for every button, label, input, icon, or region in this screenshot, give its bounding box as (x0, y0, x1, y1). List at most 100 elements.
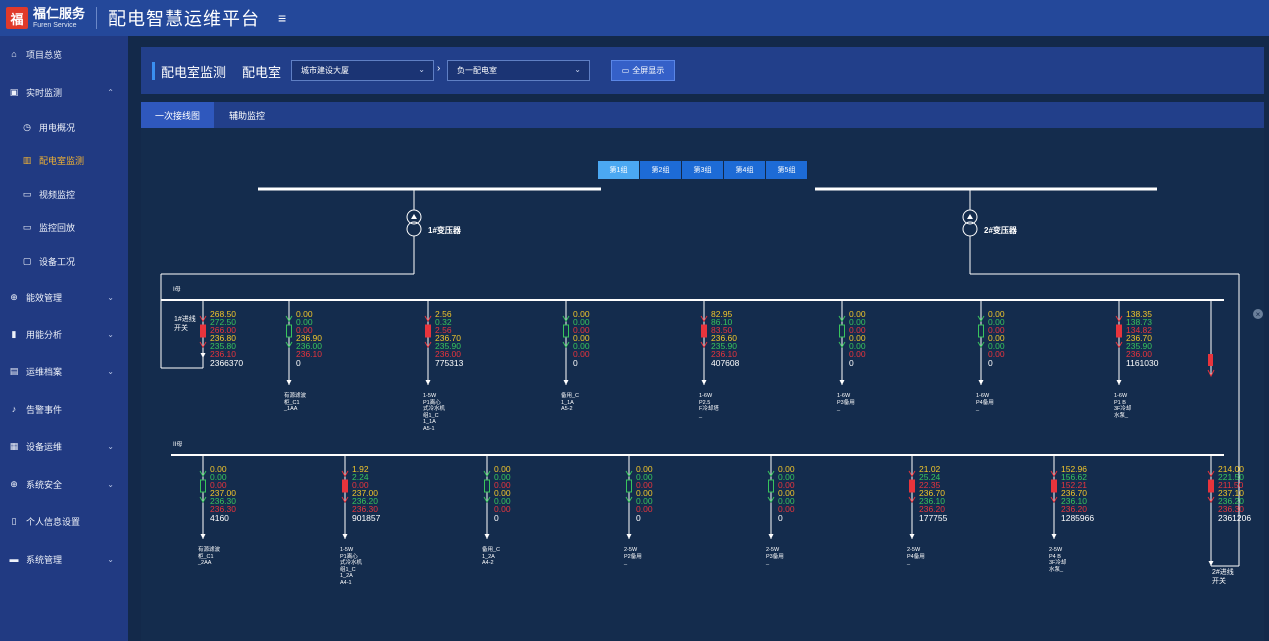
feeders_top-7-end-arrow (1116, 380, 1122, 385)
transformer-1-symbol (411, 214, 417, 219)
sidebar-item-7[interactable]: ⊕ 能效管理 ⌄ (0, 282, 128, 312)
reading-value: 211.50 (1218, 480, 1244, 490)
feeders_bottom-4-breaker (768, 479, 774, 493)
reading-value: 236.30 (352, 504, 378, 514)
building-icon: ▥ (22, 154, 32, 165)
sidebar-item-13[interactable]: ▯ 个人信息设置 (0, 506, 128, 536)
reading-value: 0.00 (636, 480, 653, 490)
reading-value: 0.00 (636, 464, 653, 474)
reading-value: 0.00 (573, 341, 590, 351)
feeders_top-1-name: 有源滤波 柜_C1 _1AA (284, 393, 307, 412)
reading-value: 236.00 (1126, 349, 1152, 359)
reading-value: 0.00 (849, 309, 866, 319)
reading-value: 0.00 (636, 472, 653, 482)
transformer-2-coil-top (962, 209, 978, 225)
reading-value: 0.00 (849, 325, 866, 335)
reading-value: 0.00 (636, 496, 653, 506)
divider (96, 7, 98, 29)
sidebar-item-label: 运维档案 (26, 366, 63, 377)
feeders_bottom-6-breaker (1051, 479, 1057, 493)
sidebar-item-label: 系统管理 (26, 554, 63, 565)
feeders_top-2-name: 1-5W P1离心 式冷水机 组1_C 1_1A A5-1 (423, 393, 446, 432)
sidebar-item-1[interactable]: ▣ 实时监测 ⌃ (0, 77, 128, 107)
sidebar-item-5[interactable]: ▭ 监控回放 (0, 212, 128, 242)
reading-value: 0.00 (849, 333, 866, 343)
feeders_bottom-2-arrow-top (483, 470, 491, 477)
app-title: 配电智慧运维平台 (108, 9, 261, 29)
close-icon[interactable]: × (1253, 309, 1263, 319)
feeders_bottom-3-arrow-top (625, 470, 633, 477)
single-line-diagram: 第1组 第2组 第3组 第4组 第5组 1#变压器 2#变压器 I母 II母 268.50 272.… (141, 128, 1264, 641)
energy-total: 2361206 (1218, 513, 1252, 523)
sidebar-item-label: 个人信息设置 (26, 516, 81, 527)
sidebar-item-3[interactable]: ▥ 配电室监测 (0, 145, 128, 175)
tab-single-line-diagram[interactable]: 一次接线图 (141, 102, 214, 128)
feeders_top-2-readings: 2.56 0.32 2.56 236.70 235.90 236.00 775313 (435, 310, 495, 369)
sidebar-item-2[interactable]: ◷ 用电概况 (0, 112, 128, 142)
bar-chart-icon: ▮ (11, 328, 17, 339)
brand: 福仁服务 Furen Service (33, 7, 85, 29)
energy-total: 0 (636, 513, 641, 523)
reading-value: 236.00 (296, 341, 322, 351)
transformer-1-coil-top (406, 209, 422, 225)
group-button-3[interactable]: 第3组 (682, 161, 724, 179)
chevron-down-icon: ⌄ (107, 479, 114, 489)
feeders_top-5-arrow-bottom (838, 341, 846, 348)
feeders_top-3-name: 备用_C 1_1A A5-2 (561, 393, 580, 412)
reading-value: 0.00 (494, 488, 511, 498)
reading-value: 235.90 (711, 341, 737, 351)
sidebar-item-12[interactable]: ⊕ 系统安全 ⌄ (0, 469, 128, 499)
reading-value: 236.10 (210, 349, 236, 359)
sidebar-item-9[interactable]: ▤ 运维档案 ⌄ (0, 356, 128, 386)
group-button-5[interactable]: 第5组 (766, 161, 808, 179)
sidebar-item-11[interactable]: ▦ 设备运维 ⌄ (0, 431, 128, 461)
feeders_bottom-5-readings: 21.02 25.24 22.35 236.70 236.10 236.20 177755 (919, 465, 979, 524)
feeders_top-6-arrow-top (977, 315, 985, 322)
reading-value: 156.62 (1061, 472, 1087, 482)
tab-aux-monitor[interactable]: 辅助监控 (228, 110, 265, 121)
energy-total: 407608 (711, 358, 740, 368)
sidebar-item-6[interactable]: ▢ 设备工况 (0, 246, 128, 276)
sidebar-item-14[interactable]: ▬ 系统管理 ⌄ (0, 544, 128, 574)
group-button-1[interactable]: 第1组 (598, 161, 640, 179)
menu-toggle-icon[interactable]: ≡ (278, 10, 287, 26)
reading-value: 237.10 (1218, 488, 1244, 498)
feeders_bottom-3-end-arrow (626, 534, 632, 539)
feeders_top-4-end-arrow (701, 380, 707, 385)
monitor-icon: ▣ (9, 86, 19, 97)
feeders_bottom-6-readings: 152.96 156.62 152.21 236.70 236.10 236.20 1285… (1061, 465, 1121, 524)
sidebar-item-label: 设备运维 (26, 441, 63, 452)
group-button-4[interactable]: 第4组 (724, 161, 766, 179)
reading-value: 236.80 (210, 333, 236, 343)
group-button-2[interactable]: 第2组 (640, 161, 682, 179)
sidebar-item-0[interactable]: ⌂ 项目总览 (0, 39, 128, 69)
room-select[interactable]: 负一配电室 ⌄ (447, 60, 590, 81)
sidebar-item-10[interactable]: ♪ 告警事件 (0, 394, 128, 424)
feeders_bottom-2-breaker (484, 479, 490, 493)
feeders_top-7-arrow-bottom (1115, 341, 1123, 348)
chevron-down-icon: ⌄ (107, 292, 114, 302)
sidebar-item-label: 用能分析 (26, 329, 63, 340)
reading-value: 236.30 (1218, 504, 1244, 514)
reading-value: 236.10 (296, 349, 322, 359)
reading-value: 272.50 (210, 317, 236, 327)
sidebar-item-label: 用电概况 (39, 122, 76, 133)
reading-value: 236.20 (1218, 496, 1244, 506)
sidebar-item-8[interactable]: ▮ 用能分析 ⌄ (0, 319, 128, 349)
reading-value: 0.00 (988, 349, 1005, 359)
feeders_top-3-arrow-bottom (562, 341, 570, 348)
reading-value: 2.56 (435, 309, 452, 319)
sidebar-item-4[interactable]: ▭ 视频监控 (0, 179, 128, 209)
reading-value: 0.00 (778, 488, 795, 498)
sidebar-item-label: 能效管理 (26, 292, 63, 303)
reading-value: 236.30 (210, 496, 236, 506)
building-select[interactable]: 城市建设大厦 ⌄ (291, 60, 434, 81)
feeders_top-0-arrow-bottom (199, 341, 207, 348)
feeders_bottom-4-readings: 0.00 0.00 0.00 0.00 0.00 0.00 0 (778, 465, 838, 524)
chevron-down-icon: ⌄ (574, 65, 581, 74)
building-select-value: 城市建设大厦 (301, 66, 349, 75)
fullscreen-button[interactable]: ▭ 全屏显示 (611, 60, 675, 81)
bus-lower-label: II母 (173, 442, 183, 448)
feeders_bottom-0-name: 有源滤波 柜_C1 _2AA (198, 547, 221, 566)
top-bar: 福 福仁服务 Furen Service 配电智慧运维平台 ≡ (0, 0, 1269, 36)
